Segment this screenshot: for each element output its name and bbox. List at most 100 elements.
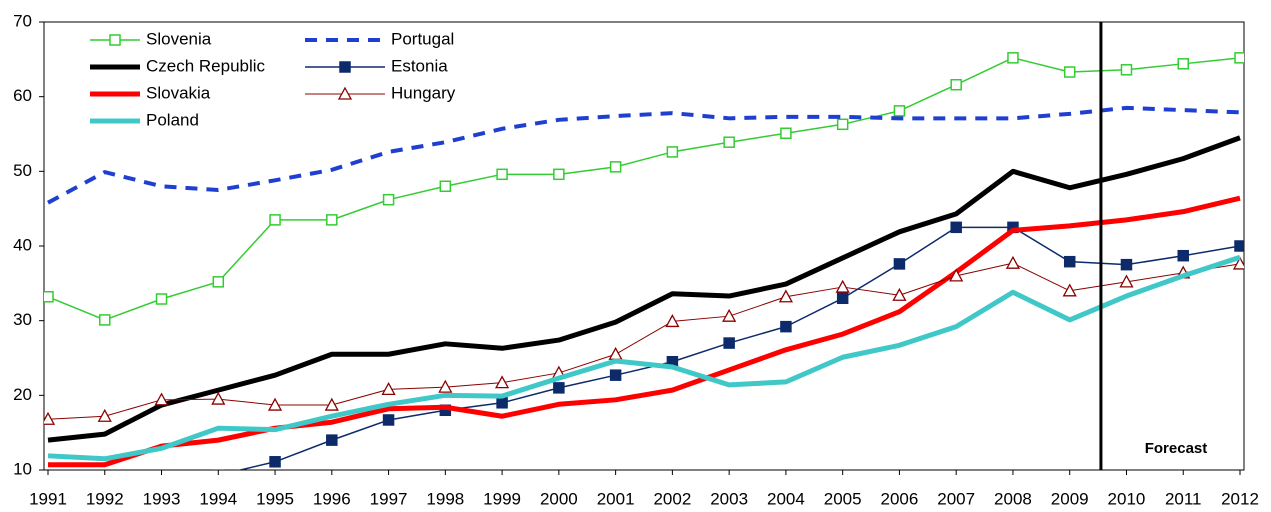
marker <box>339 61 351 73</box>
marker <box>382 193 395 206</box>
x-tick-label: 1992 <box>86 489 124 508</box>
marker <box>780 320 792 333</box>
marker <box>723 337 735 349</box>
marker <box>496 168 508 181</box>
marker <box>439 180 452 193</box>
x-tick-label: 2004 <box>767 489 805 508</box>
marker <box>609 369 622 381</box>
marker <box>326 434 338 446</box>
x-tick-label: 1997 <box>370 489 408 508</box>
marker <box>950 221 962 234</box>
y-tick-label: 20 <box>13 385 32 404</box>
marker <box>553 168 565 181</box>
marker <box>609 161 622 173</box>
x-tick-label: 2010 <box>1108 489 1146 508</box>
marker <box>269 456 281 468</box>
marker <box>1120 64 1133 76</box>
marker <box>1234 240 1244 252</box>
marker <box>1234 52 1244 64</box>
marker <box>155 293 168 305</box>
x-tick-label: 1993 <box>143 489 181 508</box>
x-tick-label: 2001 <box>597 489 635 508</box>
marker <box>723 136 735 148</box>
x-tick-label: 2002 <box>653 489 691 508</box>
y-tick-label: 60 <box>13 86 32 105</box>
x-tick-label: 1995 <box>256 489 294 508</box>
legend-label: Estonia <box>391 56 448 75</box>
marker <box>666 146 679 158</box>
x-tick-label: 2011 <box>1165 489 1202 508</box>
marker <box>109 34 121 46</box>
marker <box>1120 258 1133 271</box>
x-tick-label: 1996 <box>313 489 351 508</box>
marker <box>212 276 225 288</box>
marker <box>337 86 353 100</box>
marker <box>780 127 792 140</box>
marker <box>553 382 565 394</box>
marker <box>1005 255 1021 269</box>
marker <box>99 314 111 326</box>
marker <box>97 408 112 422</box>
x-tick-label: 1999 <box>483 489 521 508</box>
marker <box>722 308 737 322</box>
marker <box>665 314 680 328</box>
x-tick-label: 2008 <box>994 489 1032 508</box>
marker <box>382 414 395 426</box>
legend-label: Czech Republic <box>146 56 266 75</box>
marker <box>154 392 169 406</box>
marker <box>892 287 907 301</box>
marker <box>608 346 623 360</box>
legend-label: Slovenia <box>146 29 212 48</box>
x-tick-label: 1994 <box>199 489 237 508</box>
legend-label: Hungary <box>391 83 456 102</box>
marker <box>1007 52 1019 64</box>
marker <box>269 214 281 226</box>
series-line <box>47 135 1241 443</box>
x-tick-label: 1998 <box>426 489 464 508</box>
marker <box>438 379 453 393</box>
x-tick-label: 2000 <box>540 489 578 508</box>
x-tick-label: 2003 <box>710 489 748 508</box>
y-tick-label: 30 <box>13 310 32 329</box>
series-line <box>48 195 1241 468</box>
marker <box>211 391 226 405</box>
marker <box>324 397 339 411</box>
legend-label: Slovakia <box>146 83 211 102</box>
x-tick-label: 2009 <box>1051 489 1089 508</box>
marker <box>893 105 906 117</box>
x-tick-label: 1991 <box>29 489 67 508</box>
annotation: Forecast <box>1145 440 1208 457</box>
marker <box>949 268 964 282</box>
marker <box>1232 256 1244 270</box>
x-tick-label: 2005 <box>824 489 862 508</box>
marker <box>893 258 906 270</box>
y-tick-label: 70 <box>13 11 32 30</box>
marker <box>1062 283 1077 297</box>
legend-label: Portugal <box>391 29 454 48</box>
marker <box>836 292 849 305</box>
legend-label: Poland <box>146 110 199 129</box>
marker <box>496 397 508 409</box>
x-tick-label: 2007 <box>937 489 975 508</box>
marker <box>836 118 849 131</box>
series-line <box>47 57 1241 321</box>
series-line <box>47 254 1241 462</box>
marker <box>1063 66 1076 78</box>
marker <box>326 214 338 226</box>
x-tick-label: 2012 <box>1221 489 1259 508</box>
series-line <box>47 105 1241 205</box>
marker <box>1119 274 1134 288</box>
marker <box>44 291 54 303</box>
marker <box>267 397 283 411</box>
marker <box>950 78 962 91</box>
marker <box>778 289 793 303</box>
y-tick-label: 40 <box>13 235 32 254</box>
marker <box>381 382 396 396</box>
marker <box>1177 249 1189 262</box>
series-line <box>237 226 1241 470</box>
marker <box>835 279 850 293</box>
marker <box>1063 255 1076 268</box>
x-tick-label: 2006 <box>881 489 919 508</box>
plot-area <box>44 52 1244 470</box>
